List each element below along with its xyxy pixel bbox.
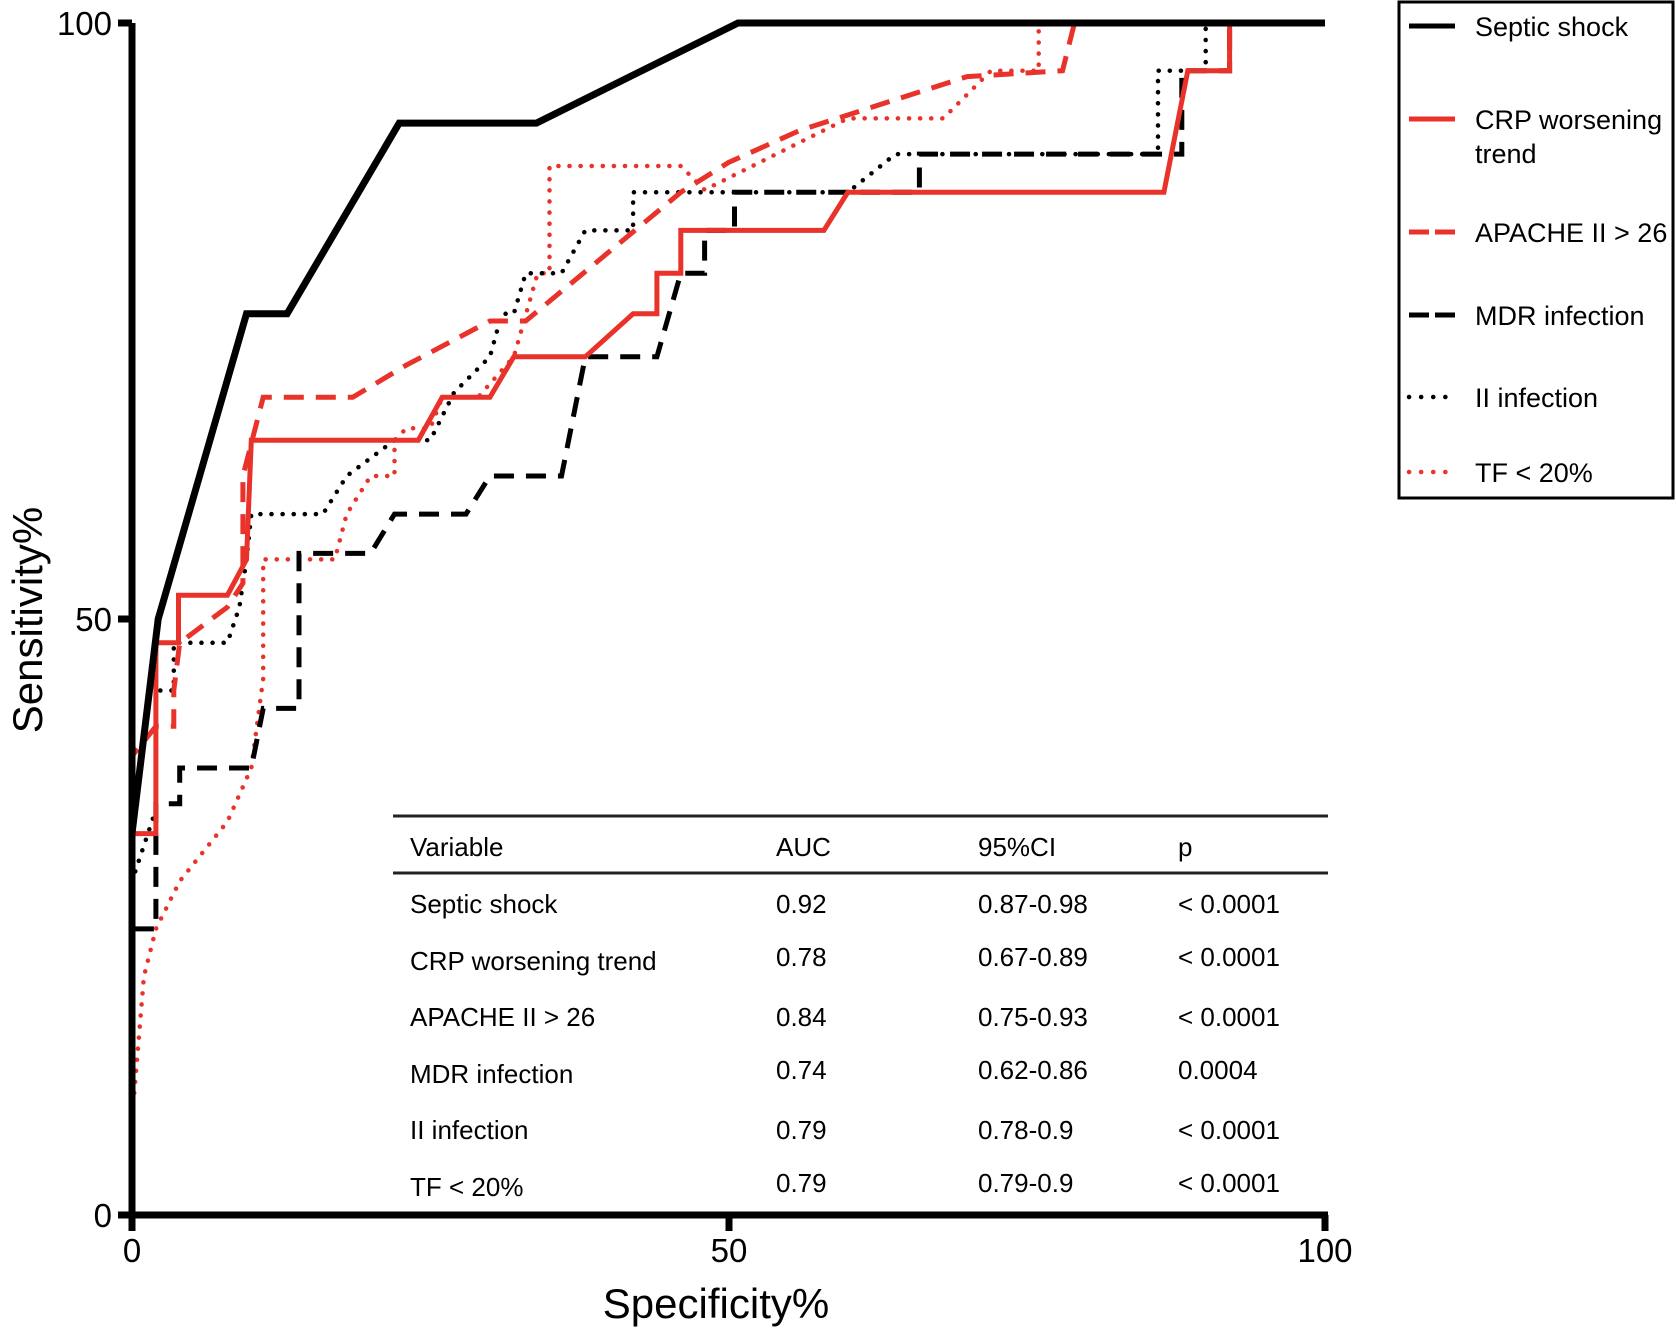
- legend-label: MDR infection: [1475, 301, 1645, 331]
- x-tick-label-0: 0: [123, 1232, 141, 1269]
- curve-septic-shock: [128, 19, 1325, 1215]
- table-header-95-ci: 95%CI: [978, 832, 1056, 862]
- curve-apache-ii-26: [129, 20, 1325, 1215]
- table-cell-ci: 0.87-0.98: [978, 889, 1088, 919]
- table-cell-variable: MDR infection: [410, 1059, 573, 1089]
- table-header: Variable AUC 95%CI p: [410, 832, 1192, 862]
- table-header-p: p: [1178, 832, 1192, 862]
- legend-box: [1397, 0, 1675, 500]
- table-row: MDR infection 0.74 0.62-0.86 0.0004: [410, 1055, 1258, 1089]
- x-tick-label-50: 50: [711, 1232, 748, 1269]
- y-tick-label-50: 50: [75, 601, 112, 638]
- legend-label: CRP worsening trend: [1475, 105, 1662, 169]
- table-cell-ci: 0.62-0.86: [978, 1055, 1088, 1085]
- legend-item-septic-shock: Septic shock: [1409, 12, 1629, 42]
- table-cell-ci: 0.67-0.89: [978, 942, 1088, 972]
- curve-ii-infection: [129, 20, 1328, 1218]
- table-cell-p: 0.0004: [1178, 1055, 1258, 1085]
- table-cell-auc: 0.84: [776, 1002, 827, 1032]
- legend-items: Septic shock CRP worsening trend APACHE II …: [1406, 12, 1667, 488]
- legend-item-crp-worsening-trend: CRP worsening trend: [1409, 105, 1662, 169]
- table-cell-variable: CRP worsening trend: [410, 946, 657, 976]
- curves-layer: [128, 19, 1328, 1218]
- table-cell-p: < 0.0001: [1178, 889, 1280, 919]
- table-cell-ci: 0.75-0.93: [978, 1002, 1088, 1032]
- table-cell-variable: Septic shock: [410, 889, 558, 919]
- auc-table: Variable AUC 95%CI p Septic shock 0.92 0.87-0…: [393, 814, 1328, 1202]
- x-axis-title: Specificity%: [603, 1280, 829, 1327]
- y-tick-label-0: 0: [94, 1197, 112, 1234]
- legend: Septic shock CRP worsening trend APACHE II …: [1397, 0, 1675, 500]
- table-cell-p: < 0.0001: [1178, 1115, 1280, 1145]
- legend-label: Septic shock: [1475, 12, 1629, 42]
- table-cell-variable: TF < 20%: [410, 1172, 523, 1202]
- y-axis-title: Sensitivity%: [4, 507, 51, 733]
- table-cell-auc: 0.78: [776, 942, 827, 972]
- curve-tf-20: [129, 20, 1328, 1218]
- table-cell-auc: 0.74: [776, 1055, 827, 1085]
- table-cell-ci: 0.79-0.9: [978, 1168, 1073, 1198]
- table-cell-p: < 0.0001: [1178, 942, 1280, 972]
- legend-item-mdr-infection: MDR infection: [1409, 301, 1645, 331]
- table-cell-p: < 0.0001: [1178, 1168, 1280, 1198]
- y-tick-label-100: 100: [57, 5, 112, 42]
- table-row: CRP worsening trend 0.78 0.67-0.89 < 0.0001: [410, 942, 1280, 976]
- legend-label: APACHE II > 26: [1475, 218, 1667, 248]
- x-tick-label-100: 100: [1297, 1232, 1352, 1269]
- curve-crp-worsening-trend: [129, 20, 1325, 1215]
- legend-item-apache-ii-26: APACHE II > 26: [1409, 218, 1667, 248]
- table-cell-auc: 0.79: [776, 1168, 827, 1198]
- axes: 100 50 0 0 50 100 Specificity% Sensitivi…: [4, 5, 1353, 1327]
- legend-item-tf-20: TF < 20%: [1406, 458, 1593, 488]
- table-cell-auc: 0.92: [776, 889, 827, 919]
- table-header-auc: AUC: [776, 832, 831, 862]
- legend-label: TF < 20%: [1475, 458, 1593, 488]
- table-cell-ci: 0.78-0.9: [978, 1115, 1073, 1145]
- table-cell-variable: II infection: [410, 1115, 529, 1145]
- table-cell-variable: APACHE II > 26: [410, 1002, 595, 1032]
- table-header-variable: Variable: [410, 832, 503, 862]
- legend-label: II infection: [1475, 383, 1598, 413]
- legend-item-ii-infection: II infection: [1406, 383, 1598, 413]
- table-row: Septic shock 0.92 0.87-0.98 < 0.0001: [410, 889, 1280, 919]
- curve-mdr-infection: [129, 20, 1325, 1215]
- table-cell-p: < 0.0001: [1178, 1002, 1280, 1032]
- table-row: II infection 0.79 0.78-0.9 < 0.0001: [410, 1115, 1280, 1145]
- table-row: TF < 20% 0.79 0.79-0.9 < 0.0001: [410, 1168, 1280, 1202]
- table-row: APACHE II > 26 0.84 0.75-0.93 < 0.0001: [410, 1002, 1280, 1032]
- table-cell-auc: 0.79: [776, 1115, 827, 1145]
